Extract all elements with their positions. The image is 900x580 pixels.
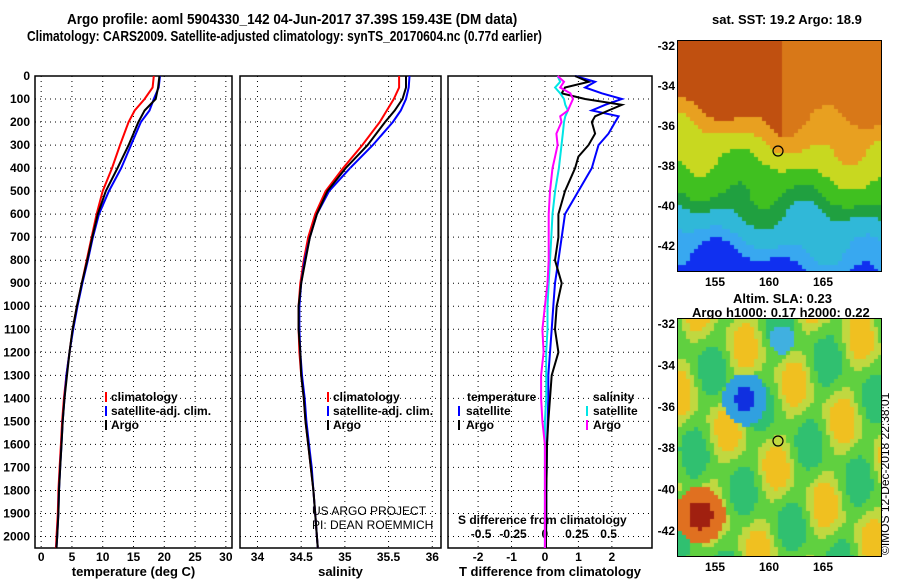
legend-swatch [586,420,588,430]
y-tick-label: 1200 [3,345,30,359]
legend-swatch [458,420,460,430]
x-tick-label: 0 [542,550,549,564]
series-line-argo [55,75,161,549]
y-tick-label: 900 [10,276,30,290]
map-bottom-title-1: Altim. SLA: 0.23 [733,291,832,306]
x-axis-label: temperature (deg C) [72,564,196,579]
x-tick-label: 25 [188,550,202,564]
title-line-2: Climatology: CARS2009. Satellite-adjuste… [27,28,542,45]
s-tick-label: -0.25 [499,527,527,541]
legend-label: satellite [466,404,511,418]
legend-label: satellite [593,404,638,418]
series-line-climatology [54,75,155,549]
series-line-t-argo [545,75,626,548]
credit-pi: PI: DEAN ROEMMICH [312,518,434,532]
x-tick-label: 30 [219,550,233,564]
x-tick-label: -1 [506,550,517,564]
axes-frame [447,75,653,549]
x-tick-label: 36 [426,550,440,564]
credit-project: US ARGO PROJECT [312,504,427,518]
x-tick-label: 2 [609,550,616,564]
legend-swatch [105,420,107,430]
y-tick-label: 200 [10,115,30,129]
legend-swatch [105,406,107,416]
legend-swatch [327,392,329,402]
y-tick-label: 1800 [3,483,30,497]
x-tick-label: 10 [96,550,110,564]
legend-label: satellite-adj. clim. [111,404,211,418]
map-bottom-title-2: Argo h1000: 0.17 h2000: 0.22 [692,305,870,320]
y-tick-label: 1900 [3,506,30,520]
series-line-satellite-adj-clim- [298,75,411,549]
y-tick-label: 1500 [3,414,30,428]
y-tick-label: 1700 [3,460,30,474]
y-tick-label: 600 [10,207,30,221]
s-tick-label: -0.5 [471,527,492,541]
panel-2: 34 34.5 35 35.5 36 salinity climatologysatelli… [239,75,442,579]
x-tick-label: 0 [38,550,45,564]
x-axis-label: T difference from climatology [459,564,642,579]
legend-title-temperature: temperature [467,390,537,404]
legend-swatch [327,420,329,430]
legend-label: Argo [466,418,494,432]
legend-label: climatology [333,390,400,404]
s-tick-label: 0.5 [600,527,617,541]
legend-swatch [105,392,107,402]
s-axis-label: S difference from climatology [458,513,627,527]
y-tick-label: 2000 [3,529,30,543]
legend-swatch [327,406,329,416]
y-tick-label: 500 [10,184,30,198]
axes-frame [34,75,233,549]
legend-swatch [586,406,588,416]
y-tick-label: 400 [10,161,30,175]
y-tick-label: 1600 [3,437,30,451]
x-tick-label: 15 [127,550,141,564]
y-tick-label: 1100 [4,322,30,336]
sla-map [677,318,882,557]
panel-1: 0 5 10 15 20 25 30 temperature (deg C) 0 100 200 30… [3,69,233,579]
series-line-climatology [297,76,401,549]
legend-swatch [458,406,460,416]
s-tick-label: 0.25 [565,527,589,541]
y-tick-label: 700 [10,230,30,244]
x-tick-label: 1 [575,550,582,564]
legend-label: Argo [111,418,139,432]
legend-label: satellite-adj. clim. [333,404,433,418]
y-tick-label: 0 [23,69,30,83]
y-tick-label: 800 [10,253,30,267]
y-tick-label: 1400 [3,391,30,405]
y-tick-label: 300 [10,138,30,152]
legend-label: Argo [593,418,621,432]
map-top-title: sat. SST: 19.2 Argo: 18.9 [712,12,862,27]
x-tick-label: -2 [473,550,484,564]
y-tick-label: 1300 [3,368,30,382]
legend-label: climatology [111,390,178,404]
series-line-argo [297,76,407,549]
sst-map [677,40,882,272]
legend-label: Argo [333,418,361,432]
x-tick-label: 35.5 [377,550,401,564]
x-tick-label: 34.5 [289,550,313,564]
x-tick-label: 5 [69,550,76,564]
x-tick-label: 35 [338,550,352,564]
panel-3: -0.5 -0.25 0 0.25 0.5S difference from clima… [447,75,653,579]
x-tick-label: 34 [251,550,265,564]
y-tick-label: 100 [10,92,30,106]
title-line-1: Argo profile: aoml 5904330_142 04-Jun-20… [67,11,518,28]
x-tick-label: 20 [158,550,172,564]
series-line-s-argo [540,75,575,548]
y-tick-label: 1000 [3,299,30,313]
legend-title-salinity: salinity [593,390,635,404]
axes-frame [239,75,442,549]
x-axis-label: salinity [318,564,364,579]
